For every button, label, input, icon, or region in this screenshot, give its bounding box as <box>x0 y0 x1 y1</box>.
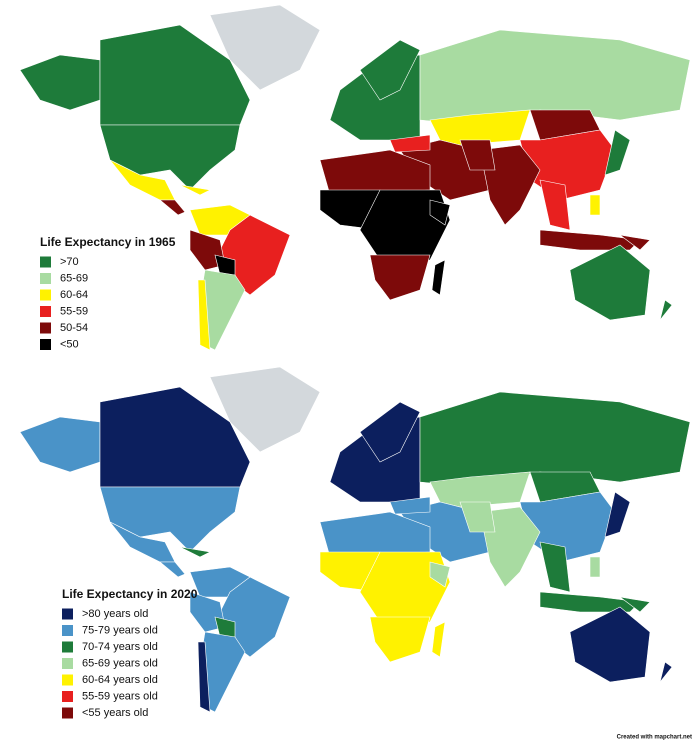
country-region <box>569 244 651 321</box>
country-region <box>359 39 421 101</box>
country-region <box>99 124 241 191</box>
country-region <box>619 234 651 251</box>
legend-title: Life Expectancy in 2020 <box>62 587 198 601</box>
country-region <box>179 546 211 558</box>
country-region <box>539 541 571 593</box>
legend-label: 70-74 years old <box>82 641 158 653</box>
country-region <box>99 486 241 553</box>
country-region <box>429 561 451 588</box>
legend-swatch <box>62 674 73 686</box>
legend-label: 65-69 years old <box>82 657 158 669</box>
legend-swatch <box>40 289 51 301</box>
legend-swatch <box>40 339 51 350</box>
legend-swatch <box>40 322 51 334</box>
legend-label: 75-79 years old <box>82 624 158 636</box>
legend-label: 60-64 <box>60 289 88 301</box>
country-region <box>369 254 431 301</box>
country-region <box>479 144 541 226</box>
legend-label: <50 <box>60 338 79 350</box>
country-region <box>389 134 431 153</box>
country-region <box>389 496 431 515</box>
legend-label: 55-59 years old <box>82 690 158 702</box>
country-region <box>197 641 211 713</box>
country-region <box>539 229 641 251</box>
country-region <box>319 149 431 196</box>
credit: Created with mapchart.net <box>617 735 692 741</box>
legend-swatch <box>40 256 51 268</box>
world-map <box>19 4 691 351</box>
country-region <box>589 556 601 578</box>
legend-label: 50-54 <box>60 322 88 334</box>
legend-label: 65-69 <box>60 272 88 284</box>
country-region <box>359 401 421 463</box>
country-region <box>431 259 446 296</box>
country-region <box>209 366 321 453</box>
country-region <box>159 199 186 216</box>
legend-label: 60-64 years old <box>82 674 158 686</box>
country-region <box>459 501 496 533</box>
legend-label: >80 years old <box>82 608 148 620</box>
country-region <box>369 616 431 663</box>
country-region <box>604 491 631 538</box>
country-region <box>459 139 496 171</box>
world-map <box>19 366 691 713</box>
legend-swatch <box>40 306 51 317</box>
legend-swatch <box>62 641 73 653</box>
legend-swatch <box>62 625 73 636</box>
country-region <box>589 194 601 216</box>
country-region <box>539 591 641 613</box>
legend-swatch <box>40 273 51 284</box>
country-region <box>359 189 451 261</box>
legend-swatch <box>62 707 73 719</box>
country-region <box>659 661 673 683</box>
country-region <box>429 199 451 226</box>
country-region <box>19 416 101 473</box>
country-region <box>359 551 451 623</box>
country-region <box>319 511 431 558</box>
legend-label: <55 years old <box>82 707 148 719</box>
legend-swatch <box>62 608 73 620</box>
country-region <box>197 279 211 351</box>
country-region <box>659 299 673 321</box>
country-region <box>431 621 446 658</box>
country-region <box>209 4 321 91</box>
legend-swatch <box>62 658 73 669</box>
legend-title: Life Expectancy in 1965 <box>40 235 176 249</box>
country-region <box>604 129 631 176</box>
legend-label: >70 <box>60 256 79 268</box>
country-region <box>19 54 101 111</box>
country-region <box>619 596 651 613</box>
legend-label: 55-59 <box>60 305 88 317</box>
legend-swatch <box>62 691 73 702</box>
country-region <box>569 606 651 683</box>
country-region <box>159 561 186 578</box>
country-region <box>179 184 211 196</box>
country-region <box>479 506 541 588</box>
country-region <box>539 179 571 231</box>
